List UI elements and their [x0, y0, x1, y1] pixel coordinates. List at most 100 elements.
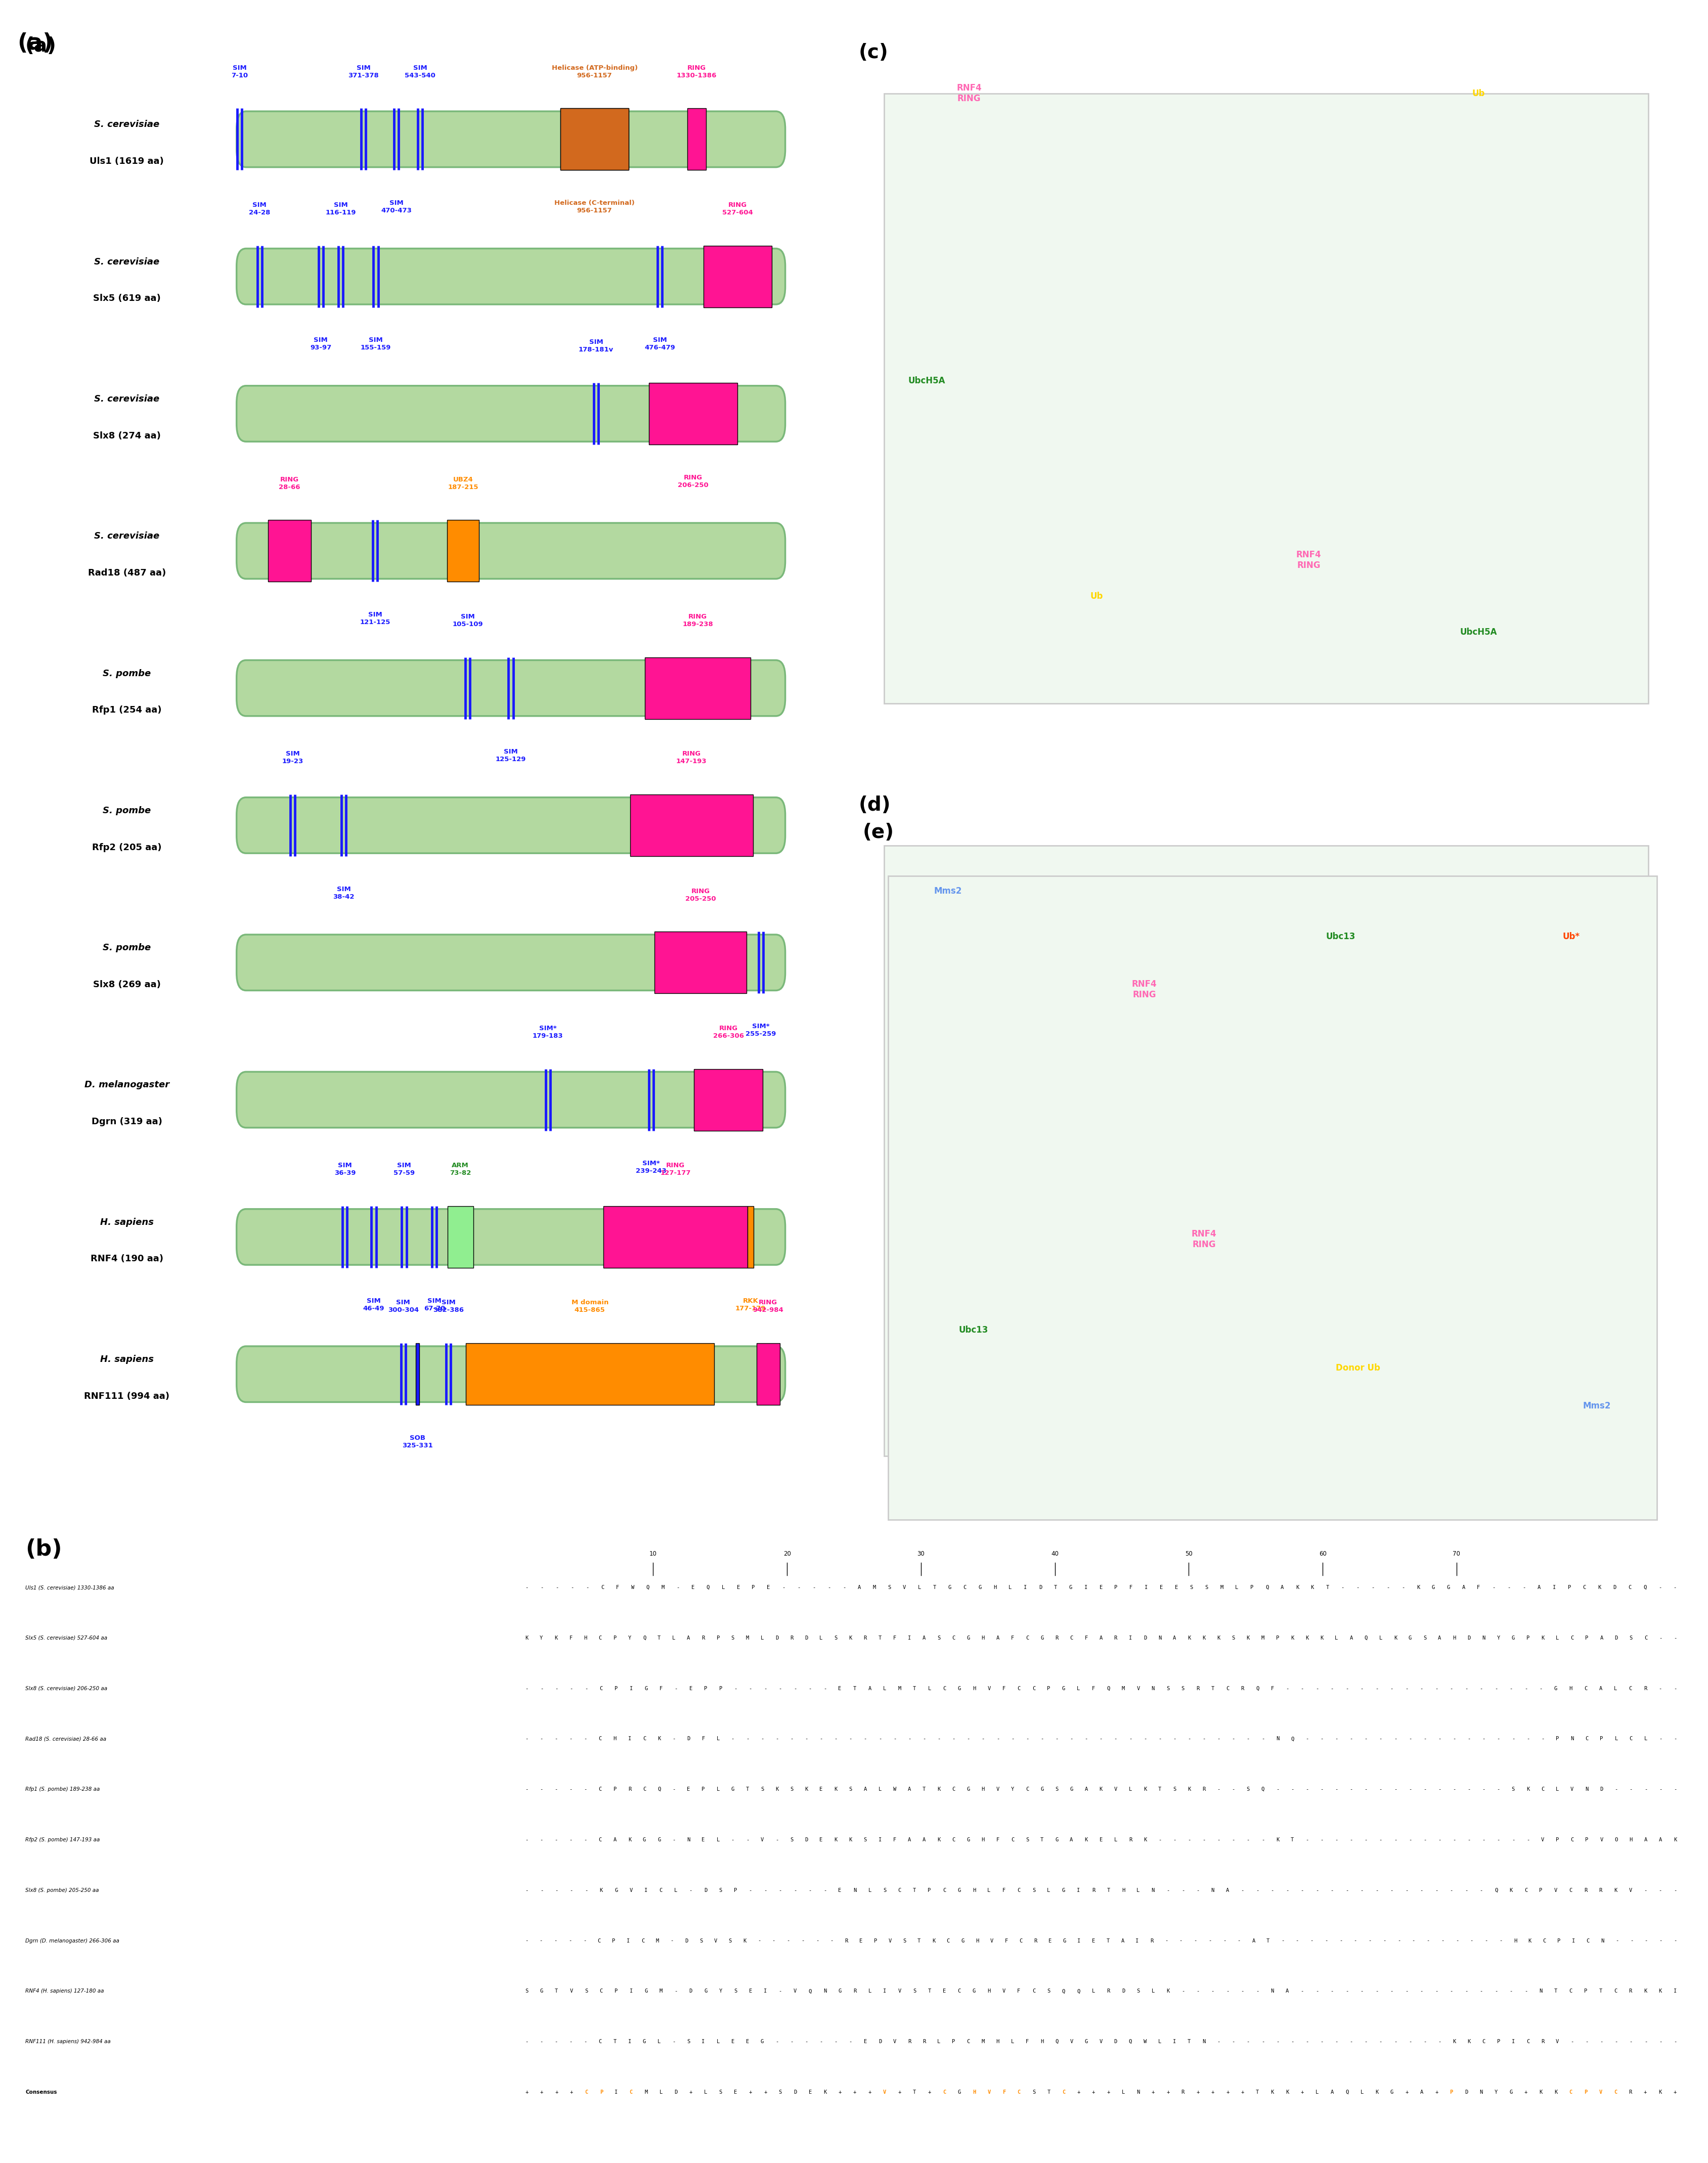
- Text: RING
189-238: RING 189-238: [683, 614, 714, 627]
- Text: -: -: [1315, 1685, 1319, 1691]
- Text: -: -: [1341, 1585, 1344, 1590]
- Text: -: -: [816, 1938, 818, 1942]
- FancyBboxPatch shape: [236, 934, 786, 991]
- Text: RING
527-604: RING 527-604: [722, 201, 753, 216]
- Text: C: C: [1541, 1787, 1544, 1791]
- Text: -: -: [1196, 1888, 1199, 1893]
- Text: Y: Y: [719, 1988, 722, 1994]
- Text: R: R: [1599, 1888, 1602, 1893]
- Text: -: -: [1365, 1787, 1368, 1791]
- Text: G: G: [1069, 1585, 1073, 1590]
- Text: -: -: [1218, 1836, 1220, 1843]
- Text: -: -: [878, 1737, 881, 1741]
- Text: G: G: [967, 1787, 970, 1791]
- Text: -: -: [779, 1685, 782, 1691]
- Text: C: C: [601, 1585, 605, 1590]
- Text: Dgrn (D. melanogaster) 266-306 aa: Dgrn (D. melanogaster) 266-306 aa: [26, 1938, 120, 1942]
- Text: K: K: [555, 1635, 557, 1640]
- Text: G: G: [658, 1836, 661, 1843]
- Text: -: -: [1301, 1988, 1303, 1994]
- Text: -: -: [804, 1737, 808, 1741]
- FancyBboxPatch shape: [236, 110, 786, 167]
- Text: -: -: [1360, 1888, 1363, 1893]
- Text: K: K: [524, 1635, 528, 1640]
- Text: K: K: [1539, 2089, 1542, 2094]
- Text: S: S: [791, 1836, 793, 1843]
- Text: I: I: [1553, 1585, 1556, 1590]
- Text: A: A: [922, 1836, 926, 1843]
- Text: E: E: [1100, 1585, 1102, 1590]
- Text: G: G: [967, 1836, 970, 1843]
- Text: R: R: [1629, 1988, 1631, 1994]
- Text: -: -: [555, 1685, 559, 1691]
- Text: -: -: [540, 1888, 543, 1893]
- Text: -: -: [731, 1836, 734, 1843]
- Text: Ub: Ub: [1472, 89, 1484, 97]
- Text: -: -: [540, 1685, 543, 1691]
- Text: L: L: [721, 1585, 724, 1590]
- FancyBboxPatch shape: [236, 1345, 786, 1402]
- Text: I: I: [1173, 2040, 1177, 2044]
- Text: H: H: [972, 1685, 975, 1691]
- Text: -: -: [1493, 1585, 1494, 1590]
- Text: C: C: [958, 1988, 962, 1994]
- Text: D: D: [688, 1988, 692, 1994]
- Text: T: T: [613, 2040, 617, 2044]
- Text: I: I: [702, 2040, 705, 2044]
- Text: -: -: [1354, 1938, 1356, 1942]
- Text: -: -: [1349, 1836, 1353, 1843]
- Text: -: -: [1674, 1737, 1677, 1741]
- Text: K: K: [775, 1787, 779, 1791]
- Text: R: R: [1091, 1888, 1095, 1893]
- Text: -: -: [555, 2040, 557, 2044]
- Text: H: H: [982, 1836, 986, 1843]
- Text: -: -: [569, 1938, 572, 1942]
- Text: Ubc13: Ubc13: [958, 1326, 989, 1335]
- Text: -: -: [1674, 1635, 1677, 1640]
- Text: E: E: [943, 1988, 946, 1994]
- Text: -: -: [1484, 1938, 1488, 1942]
- Text: -: -: [1658, 1787, 1662, 1791]
- Text: S: S: [904, 1938, 907, 1942]
- Text: -: -: [1512, 1836, 1515, 1843]
- Text: -: -: [1512, 1737, 1515, 1741]
- Text: T: T: [1158, 1787, 1161, 1791]
- Text: -: -: [1286, 1685, 1290, 1691]
- Text: -: -: [555, 1836, 557, 1843]
- Text: -: -: [1423, 2040, 1426, 2044]
- Text: P: P: [1585, 1836, 1588, 1843]
- Text: D: D: [687, 1737, 690, 1741]
- Text: -: -: [1616, 1938, 1619, 1942]
- Text: -: -: [1158, 1737, 1161, 1741]
- Text: -: -: [1226, 1988, 1230, 1994]
- Text: V: V: [987, 1685, 991, 1691]
- Text: -: -: [1442, 1938, 1445, 1942]
- Text: V: V: [630, 1888, 632, 1893]
- Text: V: V: [888, 1938, 892, 1942]
- Text: K: K: [849, 1836, 852, 1843]
- Text: +: +: [1078, 2089, 1079, 2094]
- Text: -: -: [1426, 1938, 1430, 1942]
- Bar: [560, 108, 629, 171]
- Text: C: C: [1571, 1836, 1573, 1843]
- Text: H: H: [1454, 1635, 1455, 1640]
- Text: L: L: [760, 1635, 763, 1640]
- Text: K: K: [600, 1888, 603, 1893]
- Text: -: -: [524, 1888, 528, 1893]
- Text: -: -: [1187, 1836, 1190, 1843]
- Text: L: L: [1556, 1635, 1559, 1640]
- Text: T: T: [1054, 1585, 1057, 1590]
- Text: C: C: [659, 1888, 663, 1893]
- Text: Donor Ub: Donor Ub: [1336, 1363, 1380, 1374]
- Text: -: -: [798, 1585, 801, 1590]
- Text: I: I: [1571, 1938, 1575, 1942]
- Text: K: K: [1100, 1787, 1102, 1791]
- Text: -: -: [1524, 1685, 1527, 1691]
- Text: +: +: [1524, 2089, 1527, 2094]
- Text: L: L: [659, 2089, 663, 2094]
- Text: -: -: [1378, 1787, 1382, 1791]
- Text: +: +: [1107, 2089, 1110, 2094]
- Text: E: E: [1091, 1938, 1095, 1942]
- Text: -: -: [951, 1737, 955, 1741]
- Text: SIM*
239-243: SIM* 239-243: [635, 1159, 666, 1175]
